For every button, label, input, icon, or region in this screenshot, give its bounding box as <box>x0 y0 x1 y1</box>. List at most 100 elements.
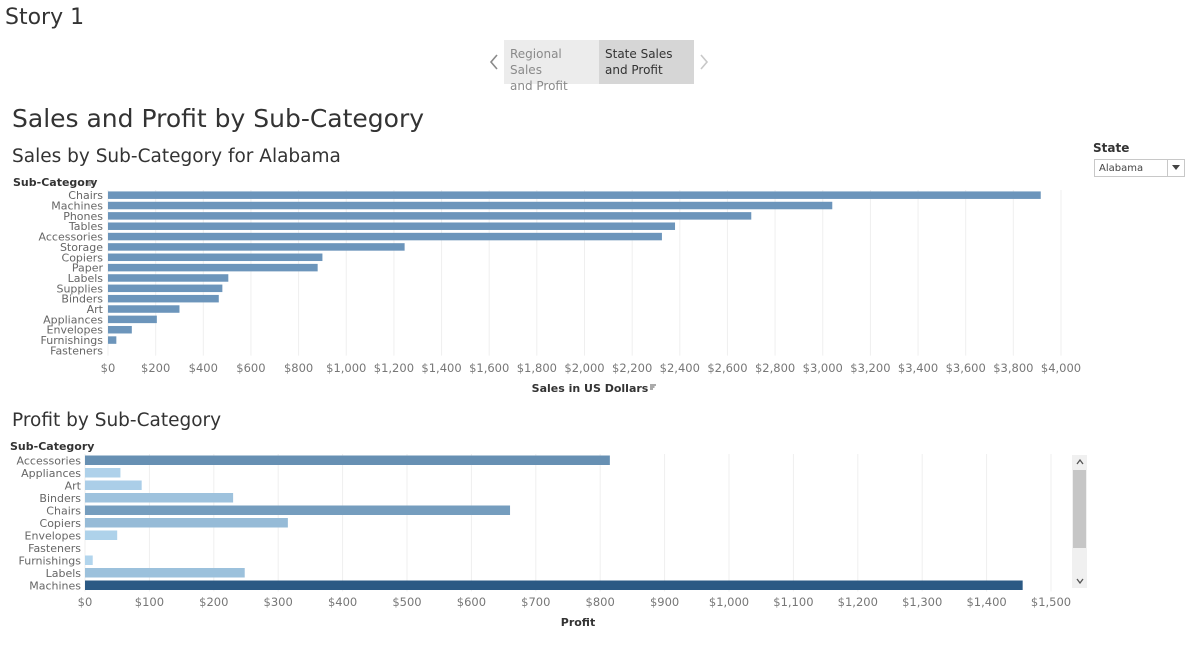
sales-category-label: Labels <box>68 272 104 285</box>
profit-bar <box>85 580 1023 590</box>
sales-bar <box>108 325 132 334</box>
dropdown-toggle[interactable] <box>1167 160 1184 176</box>
sales-tick-label: $1,400 <box>421 361 461 375</box>
sales-x-axis-title: Sales in US Dollars <box>532 382 649 395</box>
profit-category-label: Binders <box>39 492 81 505</box>
profit-bar <box>85 555 93 565</box>
sales-category-label: Accessories <box>39 231 104 244</box>
sales-tick-label: $2,800 <box>755 361 795 375</box>
sales-category-label: Machines <box>51 200 103 213</box>
sales-bar <box>108 212 752 220</box>
sales-bar <box>108 263 318 272</box>
profit-tick-label: $600 <box>457 595 486 609</box>
sales-category-label: Envelopes <box>47 324 104 337</box>
sales-tick-label: $1,600 <box>469 361 509 375</box>
story-navigator: Regional Sales and Profit State Sales and … <box>484 40 714 93</box>
state-filter-label: State <box>1093 141 1130 155</box>
sales-bar <box>108 284 223 293</box>
profit-chart-scrollbar[interactable] <box>1072 455 1087 588</box>
sales-category-label: Supplies <box>56 282 103 295</box>
profit-tick-label: $200 <box>199 595 228 609</box>
sales-category-label: Chairs <box>68 189 103 202</box>
profit-tick-label: $100 <box>135 595 164 609</box>
profit-category-label: Copiers <box>40 517 82 530</box>
sales-tick-label: $600 <box>236 361 265 375</box>
sales-bar <box>108 305 180 313</box>
profit-tick-label: $800 <box>586 595 615 609</box>
sales-category-label: Binders <box>61 293 103 306</box>
sales-category-label: Tables <box>68 220 103 233</box>
sales-bar <box>108 243 405 251</box>
profit-category-label: Fasteners <box>28 542 81 555</box>
chevron-right-icon <box>700 54 709 70</box>
profit-bar <box>85 455 610 465</box>
sales-chart-title: Sales by Sub-Category for Alabama <box>12 146 341 167</box>
profit-bar <box>85 480 142 490</box>
sales-bar <box>108 253 323 262</box>
story-point-state-sales[interactable]: State Sales and Profit <box>599 40 694 84</box>
profit-category-label: Machines <box>29 579 81 592</box>
sales-category-label: Furnishings <box>41 334 104 347</box>
profit-category-label: Labels <box>46 567 82 580</box>
profit-category-label: Appliances <box>21 467 81 480</box>
sales-tick-label: $3,000 <box>803 361 843 375</box>
sales-tick-label: $3,800 <box>993 361 1033 375</box>
sales-tick-label: $1,200 <box>374 361 414 375</box>
sales-bar <box>108 201 833 210</box>
previous-story-point-button[interactable] <box>484 40 504 84</box>
profit-chart-title: Profit by Sub-Category <box>12 410 222 431</box>
sales-bar <box>108 336 117 344</box>
sales-tick-label: $1,000 <box>326 361 366 375</box>
sales-tick-label: $2,400 <box>660 361 700 375</box>
profit-tick-label: $1,400 <box>966 595 1006 609</box>
sales-tick-label: $2,000 <box>564 361 604 375</box>
sort-icon[interactable] <box>650 384 656 390</box>
profit-tick-label: $1,500 <box>1031 595 1071 609</box>
profit-bar <box>85 530 118 540</box>
chevron-down-icon <box>1172 165 1180 170</box>
sales-category-label: Appliances <box>43 313 103 326</box>
story-point-regional-sales[interactable]: Regional Sales and Profit <box>504 40 599 93</box>
sales-category-label: Art <box>87 303 104 316</box>
profit-tick-label: $1,100 <box>773 595 813 609</box>
sales-tick-label: $800 <box>284 361 313 375</box>
sales-tick-label: $3,200 <box>850 361 890 375</box>
profit-x-axis-title: Profit <box>561 616 595 629</box>
sales-bar <box>108 294 219 303</box>
profit-axis-header: Sub-Category <box>10 440 94 453</box>
sales-tick-label: $3,600 <box>946 361 986 375</box>
sales-tick-label: $2,600 <box>707 361 747 375</box>
story-title: Story 1 <box>5 5 85 30</box>
profit-category-label: Chairs <box>46 504 81 517</box>
next-story-point-button[interactable] <box>694 40 714 84</box>
scroll-down-button[interactable] <box>1072 574 1087 588</box>
sales-category-label: Paper <box>72 262 104 275</box>
chevron-left-icon <box>489 54 498 70</box>
sales-tick-label: $4,000 <box>1041 361 1081 375</box>
sales-tick-label: $1,800 <box>517 361 557 375</box>
scroll-up-button[interactable] <box>1072 455 1087 469</box>
story-point-label: Regional Sales and Profit <box>510 47 568 93</box>
profit-bar <box>85 468 121 478</box>
profit-tick-label: $300 <box>264 595 293 609</box>
profit-tick-label: $1,300 <box>902 595 942 609</box>
scroll-thumb[interactable] <box>1073 470 1086 548</box>
profit-tick-label: $900 <box>650 595 679 609</box>
profit-category-label: Art <box>65 479 82 492</box>
sales-tick-label: $400 <box>189 361 218 375</box>
profit-bar <box>85 568 245 578</box>
profit-tick-label: $1,200 <box>838 595 878 609</box>
sales-bar <box>108 315 157 324</box>
sales-category-label: Copiers <box>62 251 104 264</box>
sort-icon[interactable] <box>88 180 94 186</box>
chevron-down-icon <box>1075 578 1084 584</box>
sales-bar <box>108 232 662 241</box>
state-filter-dropdown[interactable]: Alabama <box>1094 159 1185 177</box>
story-point-label: State Sales and Profit <box>605 47 673 77</box>
sales-axis-header: Sub-Category <box>13 176 97 189</box>
sales-category-label: Fasteners <box>50 344 103 357</box>
profit-tick-label: $1,000 <box>709 595 749 609</box>
profit-tick-label: $500 <box>392 595 421 609</box>
sales-bar <box>108 191 1041 199</box>
